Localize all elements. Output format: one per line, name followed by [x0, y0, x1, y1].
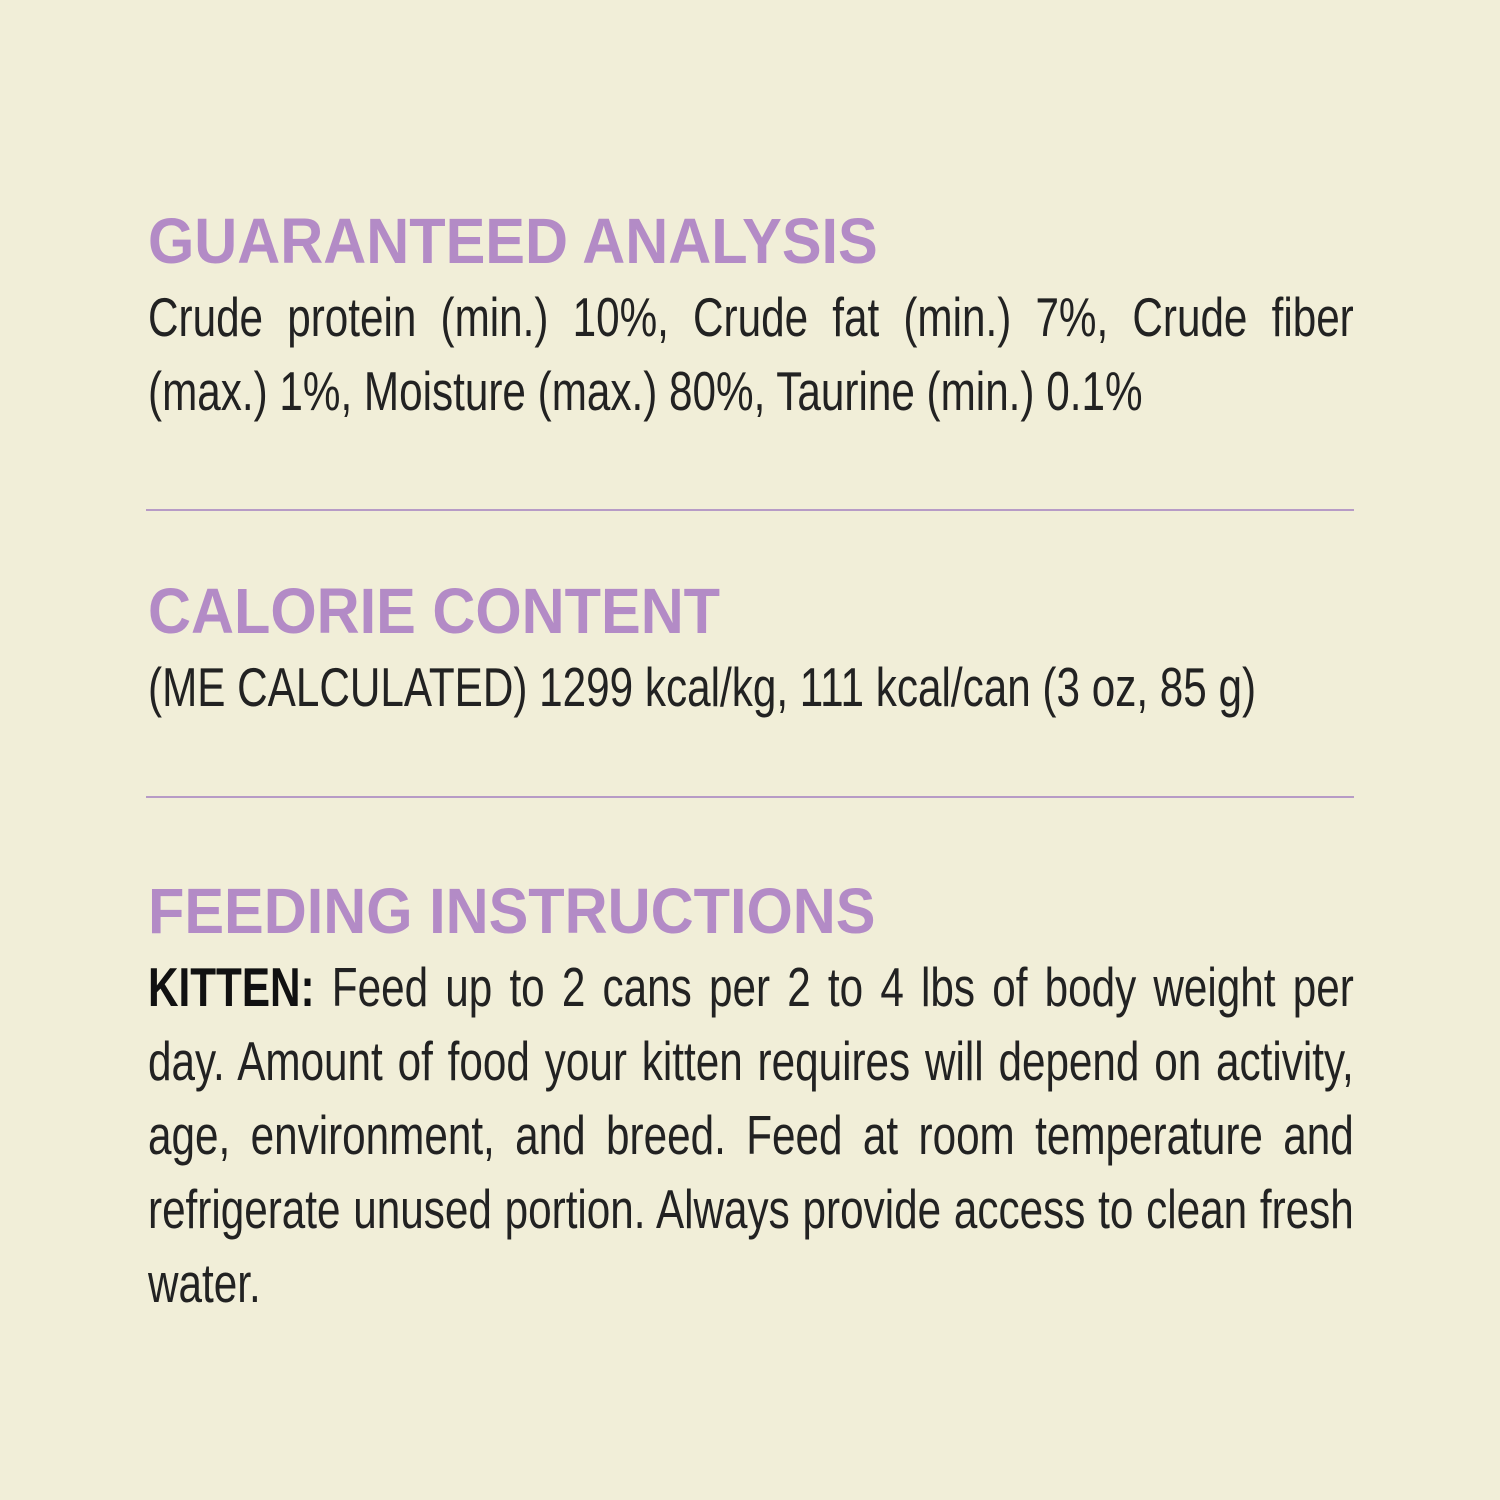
kitten-label: KITTEN:: [148, 956, 315, 1018]
calorie-content-section: CALORIE CONTENT (ME CALCULATED) 1299 kca…: [148, 576, 1354, 724]
calorie-content-heading: CALORIE CONTENT: [148, 575, 721, 647]
guaranteed-analysis-heading: GUARANTEED ANALYSIS: [148, 205, 878, 277]
section-divider: [146, 796, 1354, 798]
feeding-instructions-body: Feed up to 2 cans per 2 to 4 lbs of body…: [148, 956, 1354, 1314]
guaranteed-analysis-section: GUARANTEED ANALYSIS Crude protein (min.)…: [148, 206, 1354, 428]
feeding-instructions-text: KITTEN: Feed up to 2 cans per 2 to 4 lbs…: [148, 950, 1354, 1320]
section-divider: [146, 509, 1354, 511]
feeding-instructions-section: FEEDING INSTRUCTIONS KITTEN: Feed up to …: [148, 876, 1354, 1320]
calorie-content-text: (ME CALCULATED) 1299 kcal/kg, 111 kcal/c…: [148, 656, 1257, 718]
feeding-instructions-heading: FEEDING INSTRUCTIONS: [148, 875, 876, 947]
guaranteed-analysis-text: Crude protein (min.) 10%, Crude fat (min…: [148, 286, 1354, 422]
